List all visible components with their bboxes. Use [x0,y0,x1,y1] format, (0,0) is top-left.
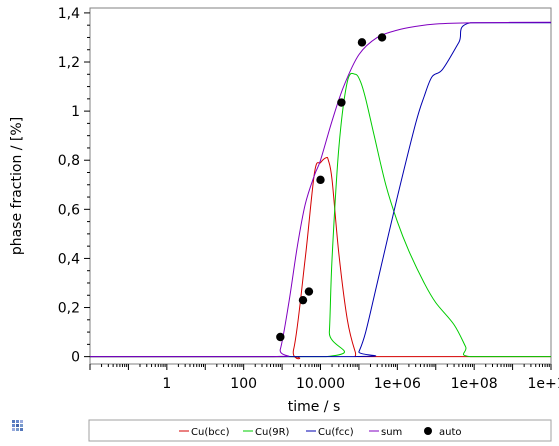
y-tick-label: 0 [71,350,80,366]
y-tick-label: 1,4 [58,6,80,22]
x-tick-label: 1e+08 [451,376,498,392]
data-point-auto [337,98,346,107]
y-tick-label: 1 [71,104,80,120]
y-axis-title: phase fraction / [%] [9,117,25,255]
legend-swatch-auto [424,427,432,435]
legend-label-sum: sum [381,427,402,438]
legend-box [88,419,552,442]
y-tick-label: 0,6 [58,202,80,218]
legend-label-auto: auto [439,427,462,438]
x-axis-title: time / s [288,399,341,415]
data-point-auto [304,287,314,296]
x-tick-label: 10.000 [296,376,345,392]
x-tick-label: 1e+06 [374,376,421,392]
y-tick-label: 0,8 [58,153,80,169]
legend-label-cu-fcc: Cu(fcc) [318,427,354,438]
y-axis: 0 0,2 0,4 0,6 0,8 1 1,2 1,4 [58,6,90,366]
plot-area [89,7,552,365]
series-line-sum [90,21,552,358]
series-line-cu-9r [90,72,551,358]
data-point-auto [316,175,325,185]
series-line-cu-fcc [90,22,551,358]
data-point-auto [298,295,308,305]
y-tick-label: 0,4 [58,251,80,267]
x-tick-label: 1e+10 [527,376,559,392]
app-logo-icon [12,420,23,431]
y-tick-label: 0,2 [58,301,80,317]
legend-label-cu-bcc: Cu(bcc) [191,427,230,438]
data-point-auto [377,33,387,42]
x-axis: 1 100 10.000 1e+06 1e+08 1e+10 [89,364,559,392]
x-tick-label: 1 [162,376,171,392]
data-point-auto [357,38,367,47]
legend: Cu(bcc) Cu(9R) Cu(fcc) sum auto [179,427,462,438]
data-point-auto [276,332,285,342]
y-tick-label: 1,2 [58,55,80,71]
x-tick-label: 100 [230,376,257,392]
legend-label-cu-9r: Cu(9R) [255,427,290,438]
